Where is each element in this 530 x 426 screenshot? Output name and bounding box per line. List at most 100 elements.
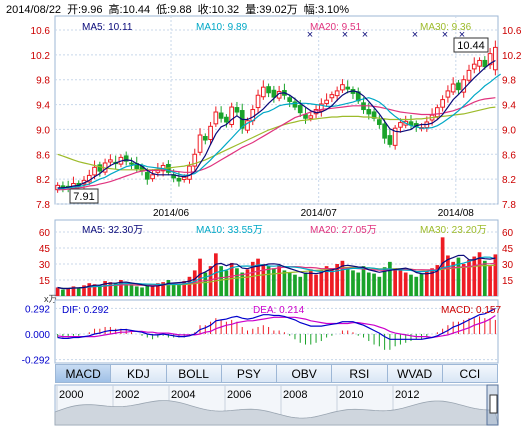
- tab-macd[interactable]: MACD: [55, 364, 111, 383]
- high-annotation-label: 10.44: [457, 40, 485, 52]
- candle-body: [218, 112, 224, 119]
- volume-bar: [287, 272, 292, 296]
- candle-body: [213, 111, 219, 125]
- volume-bar: [409, 274, 413, 296]
- candle-body: [345, 86, 351, 90]
- volume-bar: [277, 265, 281, 296]
- candle-body: [482, 59, 488, 68]
- price-legend-ma20: MA20: 9.51: [310, 22, 362, 33]
- volume-bar: [314, 274, 318, 296]
- volume-bar: [366, 272, 371, 296]
- volume-bar: [108, 282, 113, 296]
- tab-obv[interactable]: OBV: [276, 364, 332, 383]
- quote-low: 低:9.88: [156, 4, 192, 16]
- volume-bar: [482, 260, 487, 296]
- volume-bar: [298, 276, 303, 296]
- volume-ytick-right: 15: [502, 276, 514, 287]
- low-annotation: 7.91: [69, 188, 99, 204]
- macd-ytick: 0.292: [25, 304, 50, 315]
- volume-bar: [250, 261, 255, 296]
- event-marker: ×: [442, 29, 448, 41]
- volume-bar: [166, 280, 171, 296]
- candle-body: [382, 123, 387, 139]
- candle-body: [318, 103, 324, 112]
- macd-panel-frame: [54, 299, 499, 364]
- timeline-range-handle[interactable]: [489, 394, 498, 414]
- tab-kdj[interactable]: KDJ: [110, 364, 166, 383]
- price-ytick-right: 9.8: [502, 76, 516, 87]
- event-marker: ×: [459, 29, 465, 41]
- volume-bar: [71, 286, 76, 296]
- volume-bar: [272, 268, 276, 296]
- event-marker: ×: [342, 29, 348, 41]
- timeline-year-label: 2008: [283, 389, 307, 401]
- macd-ytick: 0.000: [25, 330, 50, 341]
- volume-bar: [219, 266, 223, 296]
- price-legend-ma5: MA5: 10.11: [82, 22, 133, 33]
- volume-bar: [124, 284, 129, 296]
- volume-bar: [161, 282, 165, 296]
- quote-header: 2014/08/22 开:9.96 高:10.44 低:9.88 收:10.32 量:39…: [6, 1, 355, 17]
- candle-body: [144, 172, 150, 180]
- volume-bar: [303, 272, 308, 296]
- volume-unit-label: x万: [44, 294, 58, 304]
- price-ytick-left: 8.2: [36, 175, 50, 186]
- candle-body: [487, 53, 493, 66]
- volume-bar: [477, 252, 482, 296]
- candle-body: [260, 86, 266, 98]
- ma10-line: [57, 73, 501, 190]
- candle-body: [92, 166, 97, 176]
- price-ytick-right: 9.4: [502, 101, 516, 112]
- tab-rsi[interactable]: RSI: [331, 364, 387, 383]
- volume-bar: [340, 260, 345, 296]
- volume-bar: [266, 266, 271, 296]
- timeline-year-label: 2012: [395, 389, 419, 401]
- candle-body: [234, 107, 240, 113]
- volume-bar: [330, 268, 334, 296]
- candle-body: [266, 86, 271, 94]
- volume-ytick-left: 30: [39, 260, 51, 271]
- tab-psy[interactable]: PSY: [220, 364, 276, 383]
- candle-body: [461, 79, 467, 93]
- volume-bar: [467, 259, 471, 296]
- candle-body: [292, 101, 298, 108]
- volume-bar: [388, 261, 392, 296]
- volume-ytick-right: 60: [502, 228, 514, 239]
- volume-bar: [472, 256, 477, 296]
- volume-ytick-right: 45: [502, 244, 514, 255]
- volume-bar: [382, 267, 387, 296]
- volume-bar: [103, 281, 107, 296]
- volume-bar: [155, 283, 160, 296]
- macd-legend-dea: DEA: 0.214: [253, 305, 305, 316]
- volume-bar: [134, 286, 139, 296]
- timeline-year-label: 2006: [227, 389, 251, 401]
- volume-legend-ma10: MA10: 33.55万: [196, 225, 263, 236]
- quote-close: 收:10.32: [197, 4, 240, 16]
- volume-bar: [451, 261, 456, 296]
- candle-body: [450, 83, 456, 93]
- candle-body: [197, 134, 203, 153]
- volume-bar: [235, 268, 239, 296]
- tab-cci[interactable]: CCI: [441, 364, 498, 383]
- price-ytick-right: 8.6: [502, 150, 516, 161]
- volume-bar: [119, 280, 123, 296]
- volume-bar: [345, 267, 350, 296]
- volume-bar: [208, 266, 213, 296]
- price-ytick-left: 10.2: [31, 51, 51, 62]
- ma20-line: [57, 97, 496, 191]
- volume-bar: [55, 287, 60, 296]
- tab-boll[interactable]: BOLL: [165, 364, 221, 383]
- volume-bar: [229, 262, 234, 296]
- volume-bar: [493, 254, 498, 296]
- macd-ytick: -0.292: [22, 356, 51, 367]
- volume-bar: [113, 283, 118, 296]
- timeline-year-label: 2010: [339, 389, 363, 401]
- event-marker: ×: [362, 29, 368, 41]
- price-panel-frame: [54, 15, 499, 205]
- volume-bar: [198, 258, 202, 296]
- candle-body: [303, 114, 308, 119]
- tab-wvad[interactable]: WVAD: [386, 364, 442, 383]
- volume-bar: [308, 269, 313, 296]
